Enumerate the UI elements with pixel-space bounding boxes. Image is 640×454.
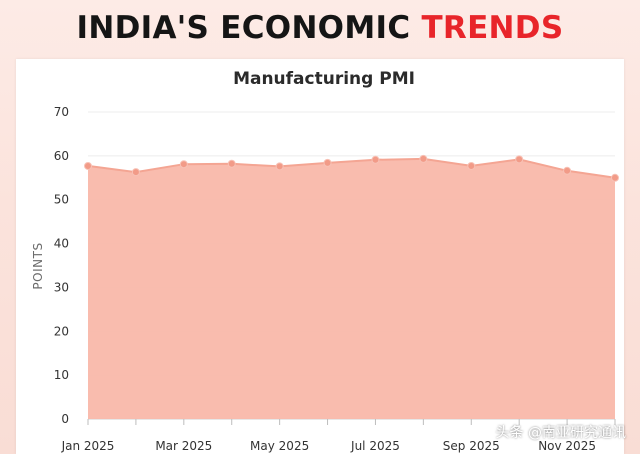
data-point: [563, 166, 572, 175]
x-tick-label: Jan 2025: [61, 439, 115, 453]
data-point: [467, 161, 476, 170]
series-line: [87, 157, 616, 179]
data-point: [179, 160, 188, 169]
headline-main: INDIA'S ECONOMIC: [76, 10, 422, 46]
data-point: [275, 162, 284, 171]
y-tick-label: 10: [54, 368, 69, 382]
data-point: [611, 173, 619, 182]
y-tick-label: 70: [54, 105, 69, 119]
y-tick-label: 50: [54, 193, 69, 207]
watermark: 头条 @南亚研究通讯: [495, 425, 626, 441]
data-point: [515, 155, 524, 164]
x-tick-label: Nov 2025: [538, 439, 596, 453]
y-tick-label: 40: [54, 237, 69, 251]
x-tick-label: Mar 2025: [155, 439, 212, 453]
y-tick-label: 0: [61, 412, 69, 426]
series-area: [88, 158, 615, 419]
data-point: [131, 168, 140, 177]
x-tick-label: May 2025: [250, 439, 309, 453]
data-point: [84, 161, 92, 170]
chart-title: Manufacturing PMI: [233, 69, 415, 89]
headline-accent: TRENDS: [421, 10, 564, 46]
y-tick-label: 20: [54, 324, 69, 338]
x-tick-label: Sep 2025: [443, 439, 500, 453]
page-headline: INDIA'S ECONOMIC TRENDS: [0, 8, 640, 48]
data-point: [227, 159, 236, 168]
y-axis-label: POINTS: [31, 242, 45, 289]
y-tick-label: 60: [54, 149, 69, 163]
data-point: [371, 155, 380, 164]
x-tick-label: Jul 2025: [350, 439, 400, 453]
chart-card: Manufacturing PMI POINTS 0 10 20 30 40 50 60 70…: [16, 59, 624, 454]
data-point: [419, 154, 428, 163]
y-tick-label: 30: [54, 280, 69, 294]
pmi-chart: Manufacturing PMI POINTS 0 10 20 30 40 50 60 70…: [31, 69, 619, 453]
data-point: [323, 158, 332, 167]
